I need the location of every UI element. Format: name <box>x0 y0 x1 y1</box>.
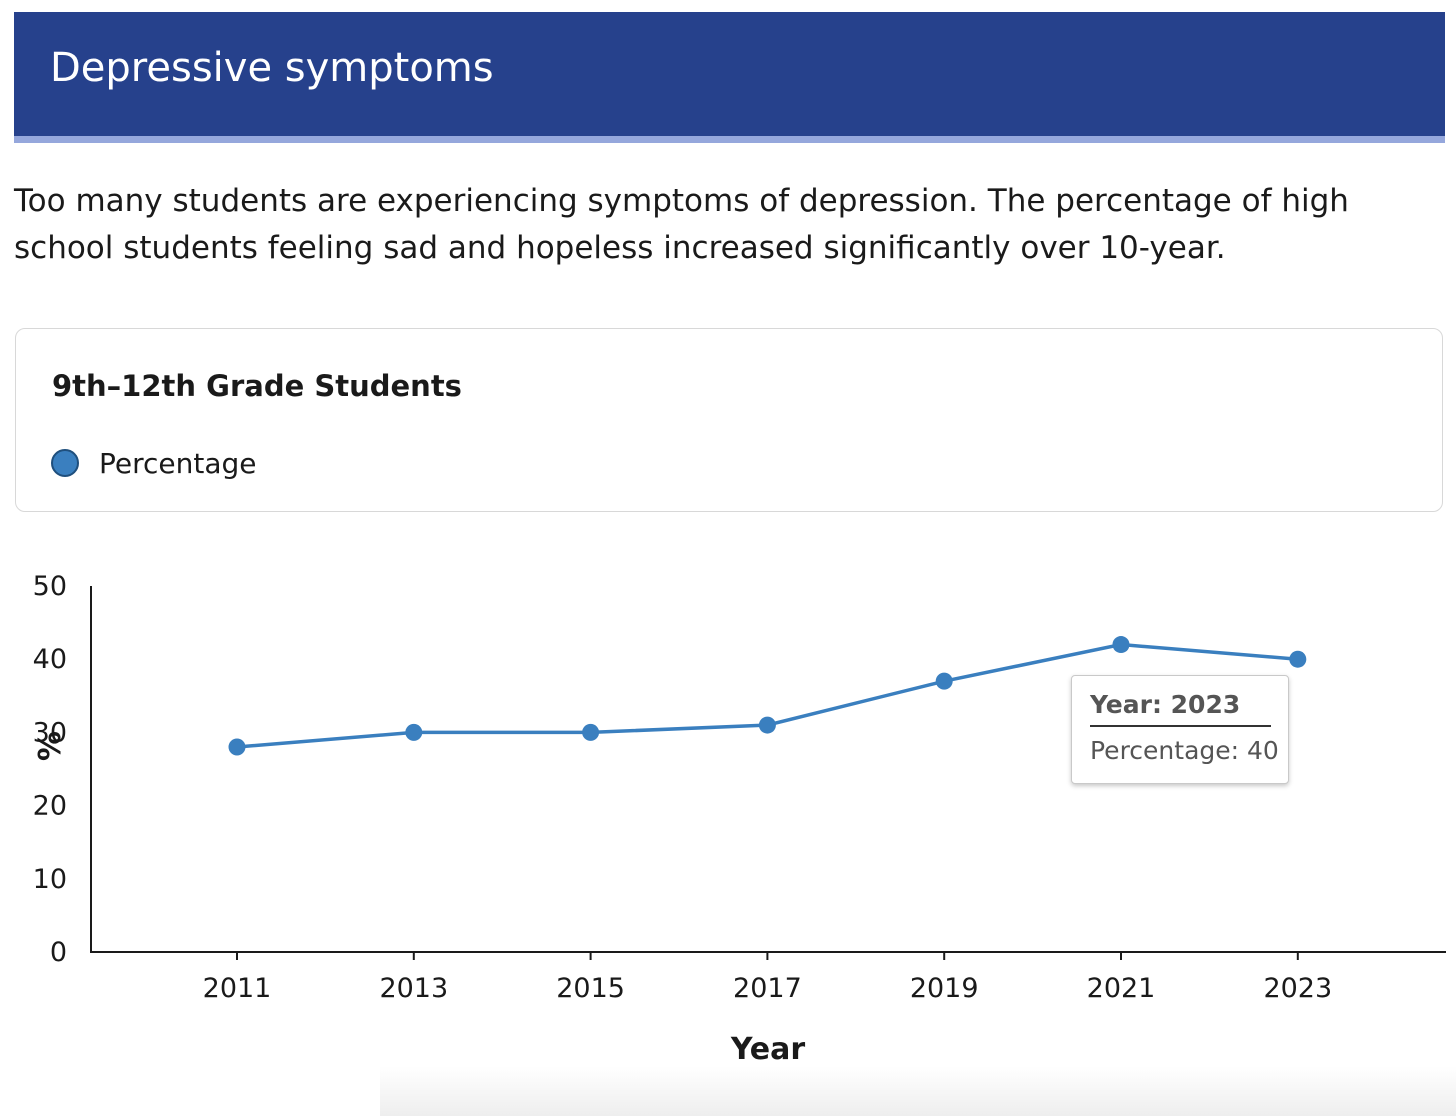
x-tick-label: 2023 <box>1263 973 1332 1004</box>
bottom-shadow <box>380 1066 1456 1116</box>
legend-label: Percentage <box>99 446 257 480</box>
data-point-2017[interactable] <box>758 716 776 734</box>
y-axis-ticks: 0 10 20 30 40 50 <box>33 571 67 968</box>
x-tick-label: 2011 <box>203 973 272 1004</box>
data-point-2023[interactable] <box>1289 650 1307 668</box>
y-axis-title: % <box>30 731 65 761</box>
y-tick-label: 10 <box>33 864 67 895</box>
section-header: Depressive symptoms <box>14 12 1445 143</box>
x-tick-label: 2021 <box>1087 973 1156 1004</box>
data-point-2011[interactable] <box>228 738 246 756</box>
intro-paragraph: Too many students are experiencing sympt… <box>14 183 1349 266</box>
chart-legend-card: 9th–12th Grade Students Percentage <box>15 328 1443 512</box>
y-tick-label: 40 <box>33 644 67 675</box>
data-point-2021[interactable] <box>1112 636 1130 654</box>
data-point-2019[interactable] <box>935 672 953 690</box>
x-tick-label: 2019 <box>910 973 979 1004</box>
data-tooltip: Year: 2023 Percentage: 40 <box>1071 675 1289 784</box>
data-point-2013[interactable] <box>405 723 423 741</box>
x-tick-label: 2013 <box>379 973 448 1004</box>
y-tick-label: 20 <box>33 791 67 822</box>
x-tick-label: 2017 <box>733 973 802 1004</box>
legend[interactable]: Percentage <box>51 446 257 480</box>
tooltip-value: Percentage: 40 <box>1090 736 1279 765</box>
y-tick-label: 50 <box>33 571 67 602</box>
legend-swatch-icon <box>51 449 79 477</box>
x-axis-title: Year <box>730 1032 806 1067</box>
section-title: Depressive symptoms <box>50 45 494 91</box>
x-tick-label: 2015 <box>556 973 625 1004</box>
data-point-2015[interactable] <box>582 723 600 741</box>
line-chart: 0 10 20 30 40 50 2011 2013 2015 2017 2019 2021 2023… <box>30 571 1446 1067</box>
data-points <box>228 636 1307 756</box>
tooltip-title: Year: 2023 <box>1090 690 1271 727</box>
x-axis-ticks: 2011 2013 2015 2017 2019 2021 2023 <box>203 952 1332 1004</box>
y-tick-label: 30 <box>33 717 67 748</box>
y-tick-label: 0 <box>50 937 67 968</box>
chart-title: 9th–12th Grade Students <box>52 369 462 403</box>
